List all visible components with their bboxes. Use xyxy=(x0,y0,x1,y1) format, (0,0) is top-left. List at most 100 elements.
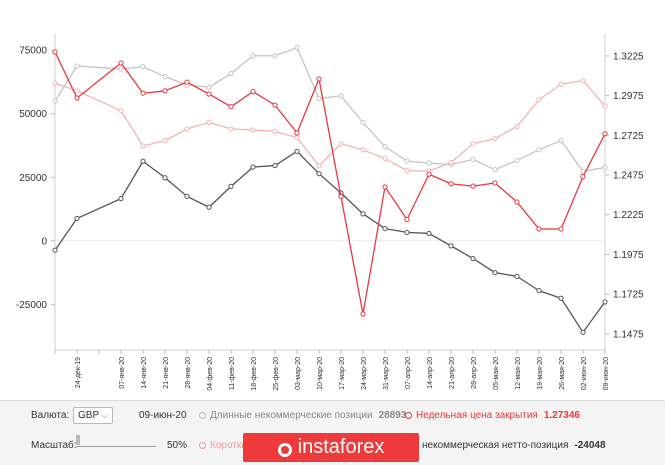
zoom-slider[interactable] xyxy=(76,435,156,447)
series-point-0 xyxy=(382,144,388,150)
legend-short-label: Коротки xyxy=(210,440,247,451)
series-point-3 xyxy=(426,171,432,177)
y-right-tick-label: 1.2225 xyxy=(613,210,644,221)
zoom-label: Масштаб: xyxy=(31,440,77,451)
x-tick-label: 28-янв-20 xyxy=(185,357,192,389)
x-tick-label: 19-мая-20 xyxy=(537,357,544,390)
series-point-0 xyxy=(602,164,608,170)
legend-close-value: 1.27346 xyxy=(543,410,580,421)
series-point-2 xyxy=(360,211,366,217)
series-point-0 xyxy=(140,64,146,70)
series-point-3 xyxy=(140,90,146,96)
series-point-0 xyxy=(206,84,212,90)
series-point-1 xyxy=(228,126,234,132)
series-point-3 xyxy=(514,199,520,205)
series-point-3 xyxy=(448,181,454,187)
series-point-2 xyxy=(580,329,586,335)
short-circle-icon xyxy=(199,441,206,449)
series-point-2 xyxy=(162,175,168,181)
series-point-2 xyxy=(316,171,322,177)
series-point-3 xyxy=(74,95,80,101)
x-tick-label: 31-мар-20 xyxy=(383,357,390,390)
legend-net[interactable]: некоммерческая нетто-позиция -24048 xyxy=(422,440,606,451)
series-point-3 xyxy=(162,88,168,94)
series-point-0 xyxy=(272,53,278,59)
x-tick-label: 12-мая-20 xyxy=(515,357,522,390)
y-left-tick-label: 25000 xyxy=(19,173,47,184)
legend-net-value: -24048 xyxy=(574,440,606,451)
legend-short[interactable]: Коротки xyxy=(199,440,247,451)
x-tick-label: 26-мая-20 xyxy=(559,357,566,390)
series-point-1 xyxy=(602,103,608,109)
series-point-1 xyxy=(360,147,366,153)
series-point-0 xyxy=(536,147,542,153)
series-point-2 xyxy=(184,193,190,199)
y-right-tick-label: 1.2975 xyxy=(613,91,644,102)
x-tick-label: 28-апр-20 xyxy=(471,357,478,389)
series-point-0 xyxy=(404,158,410,164)
series-point-2 xyxy=(228,183,234,189)
series-point-2 xyxy=(448,243,454,249)
x-tick-label: 25-фев-20 xyxy=(273,357,280,391)
series-point-1 xyxy=(184,126,190,132)
y-left-tick-label: -25000 xyxy=(16,300,48,311)
series-point-0 xyxy=(470,156,476,163)
series-point-1 xyxy=(140,143,146,149)
currency-label: Валюта: xyxy=(31,410,70,421)
series-point-3 xyxy=(338,193,344,200)
currency-value: GBP xyxy=(78,410,99,421)
series-point-3 xyxy=(492,180,498,186)
series-point-2 xyxy=(492,269,498,276)
x-tick-label: 21-апр-20 xyxy=(449,357,456,389)
series-point-3 xyxy=(382,184,388,190)
series-point-2 xyxy=(272,162,278,169)
legend-long[interactable]: Длинные некоммерческие позиции 28893 xyxy=(199,410,406,421)
y-right-tick-label: 1.2475 xyxy=(613,171,644,182)
series-point-1 xyxy=(514,123,520,130)
series-point-3 xyxy=(52,49,58,55)
series-point-2 xyxy=(536,288,542,294)
legend-net-label: некоммерческая нетто-позиция xyxy=(422,440,569,451)
series-point-3 xyxy=(470,183,476,189)
series-point-2 xyxy=(404,229,410,236)
series-point-0 xyxy=(514,157,520,164)
y-right-tick-label: 1.1725 xyxy=(613,290,644,301)
series-line-2 xyxy=(54,150,606,333)
chevron-down-icon: ⌵ xyxy=(101,411,108,420)
close-circle-icon xyxy=(405,411,412,419)
series-point-0 xyxy=(74,63,80,69)
logo-text: instaforex xyxy=(297,436,385,458)
series-point-0 xyxy=(360,120,366,126)
currency-select[interactable]: GBP ⌵ xyxy=(73,407,113,424)
x-tick-label: 10-мар-20 xyxy=(317,357,324,390)
x-tick-label: 04-фев-20 xyxy=(207,357,214,391)
x-tick-label: 24-мар-20 xyxy=(361,357,368,390)
series-point-0 xyxy=(250,53,256,59)
series-line-0 xyxy=(54,46,606,173)
series-point-2 xyxy=(294,148,300,154)
zoom-slider-handle[interactable] xyxy=(76,435,80,445)
x-tick-label: 07-апр-20 xyxy=(405,357,412,389)
series-point-1 xyxy=(272,128,278,135)
series-point-1 xyxy=(558,81,564,87)
series-point-0 xyxy=(426,160,432,166)
series-point-1 xyxy=(404,168,410,174)
series-point-0 xyxy=(118,66,124,72)
date-value: 09-июн-20 xyxy=(139,410,187,421)
long-circle-icon xyxy=(199,411,206,419)
legend-close[interactable]: Недельная цена закрытия 1.27346 xyxy=(405,410,580,421)
series-point-2 xyxy=(206,204,212,210)
series-point-3 xyxy=(272,102,278,108)
x-tick-label: 14-апр-20 xyxy=(427,357,434,389)
series-point-2 xyxy=(118,196,124,202)
series-point-1 xyxy=(580,78,586,84)
series-point-2 xyxy=(74,215,80,222)
series-point-2 xyxy=(558,295,564,301)
series-point-1 xyxy=(492,136,498,142)
series-point-2 xyxy=(52,247,58,253)
series-point-1 xyxy=(118,108,124,114)
series-point-1 xyxy=(338,141,344,147)
series-point-1 xyxy=(294,135,300,141)
y-left-tick-label: 75000 xyxy=(19,46,47,57)
series-point-3 xyxy=(206,91,212,97)
